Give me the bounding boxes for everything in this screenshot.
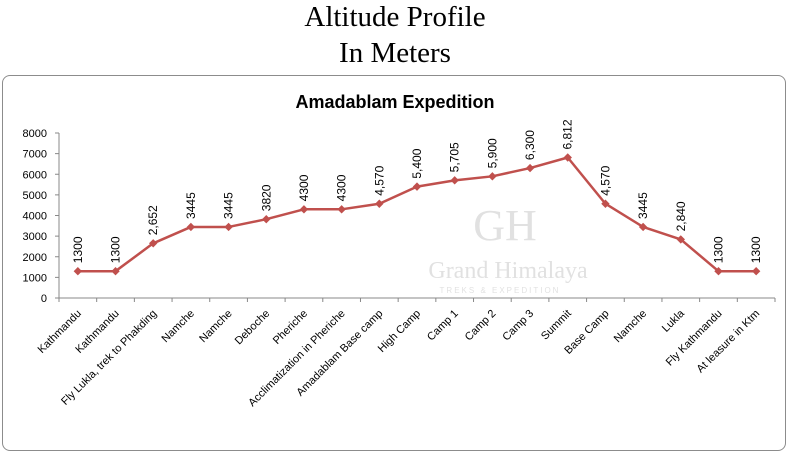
data-label: 4,570 xyxy=(372,165,386,195)
x-tick-label: Namche xyxy=(160,308,197,345)
data-point-marker xyxy=(751,266,761,276)
x-tick-label: Summit xyxy=(539,308,574,343)
y-tick-label: 6000 xyxy=(23,169,47,181)
data-label: 6,300 xyxy=(523,130,537,160)
data-label: 1300 xyxy=(71,236,85,263)
data-label: 5,400 xyxy=(410,148,424,178)
data-label: 3820 xyxy=(259,184,273,211)
data-label: 4300 xyxy=(335,174,349,201)
x-tick-label: Camp 2 xyxy=(463,308,499,344)
watermark-brand: Grand Himalaya xyxy=(428,258,588,284)
data-point-marker xyxy=(450,176,459,185)
data-point-marker xyxy=(375,199,384,208)
y-tick-label: 2000 xyxy=(23,252,47,264)
data-label: 1300 xyxy=(711,236,725,263)
chart-title: Amadablam Expedition xyxy=(295,92,494,112)
y-tick-label: 3000 xyxy=(23,231,47,243)
data-point-marker xyxy=(563,153,572,162)
data-label: 5,900 xyxy=(485,138,499,168)
y-tick-label: 0 xyxy=(41,293,47,305)
data-point-marker xyxy=(337,205,346,214)
data-point-marker xyxy=(262,215,271,224)
x-tick-label: Namche xyxy=(197,308,234,345)
y-tick-label: 8000 xyxy=(23,128,47,140)
data-labels: 1300 1300 2,652 3445 3445 3820 4300 4300 4,570 5,… xyxy=(71,119,763,263)
x-tick-label: Camp 1 xyxy=(425,308,461,344)
data-label: 4300 xyxy=(297,174,311,201)
data-point-marker xyxy=(224,222,233,232)
x-tick-label: Camp 3 xyxy=(500,308,536,344)
y-tick-label: 5000 xyxy=(23,190,47,202)
data-label: 3445 xyxy=(184,192,198,219)
data-point-marker xyxy=(149,239,158,248)
data-label: 3445 xyxy=(222,192,236,219)
data-point-marker xyxy=(412,182,422,191)
x-tick-label: Namche xyxy=(612,308,649,345)
y-tick-label: 4000 xyxy=(23,211,47,223)
data-point-marker xyxy=(676,235,685,244)
x-tick-label: Lukla xyxy=(660,307,688,335)
data-label: 2,840 xyxy=(674,201,688,231)
x-tick-label: Deboche xyxy=(233,308,273,348)
data-point-marker xyxy=(601,199,610,208)
data-point-marker xyxy=(714,266,723,276)
watermark-monogram: GH xyxy=(473,201,537,250)
data-point-marker xyxy=(186,222,196,232)
data-point-marker xyxy=(111,266,120,276)
x-tick-label: Pheriche xyxy=(271,308,310,347)
data-label: 4,570 xyxy=(598,165,612,195)
y-tick-label: 7000 xyxy=(23,149,47,161)
y-axis: 0 1000 2000 3000 4000 5000 6000 7000 8000 xyxy=(23,128,60,305)
page-title-line-2: In Meters xyxy=(339,37,451,69)
chart-frame xyxy=(2,75,786,451)
page-title-line-1: Altitude Profile xyxy=(304,1,486,33)
watermark-tagline: TREKS & EXPEDITION xyxy=(440,286,561,295)
data-point-marker xyxy=(299,205,309,214)
data-point-marker xyxy=(488,172,497,181)
data-label: 3445 xyxy=(636,192,650,219)
data-label: 2,652 xyxy=(146,205,160,235)
data-label: 1300 xyxy=(749,236,763,263)
data-point-marker xyxy=(73,266,83,276)
data-label: 5,705 xyxy=(448,142,462,172)
data-point-marker xyxy=(638,222,648,232)
series-altitude xyxy=(73,153,761,276)
data-point-marker xyxy=(525,163,535,173)
y-tick-label: 1000 xyxy=(23,272,47,284)
watermark: GH Grand Himalaya TREKS & EXPEDITION xyxy=(428,201,588,295)
data-label: 6,812 xyxy=(561,119,575,149)
data-label: 1300 xyxy=(109,236,123,263)
